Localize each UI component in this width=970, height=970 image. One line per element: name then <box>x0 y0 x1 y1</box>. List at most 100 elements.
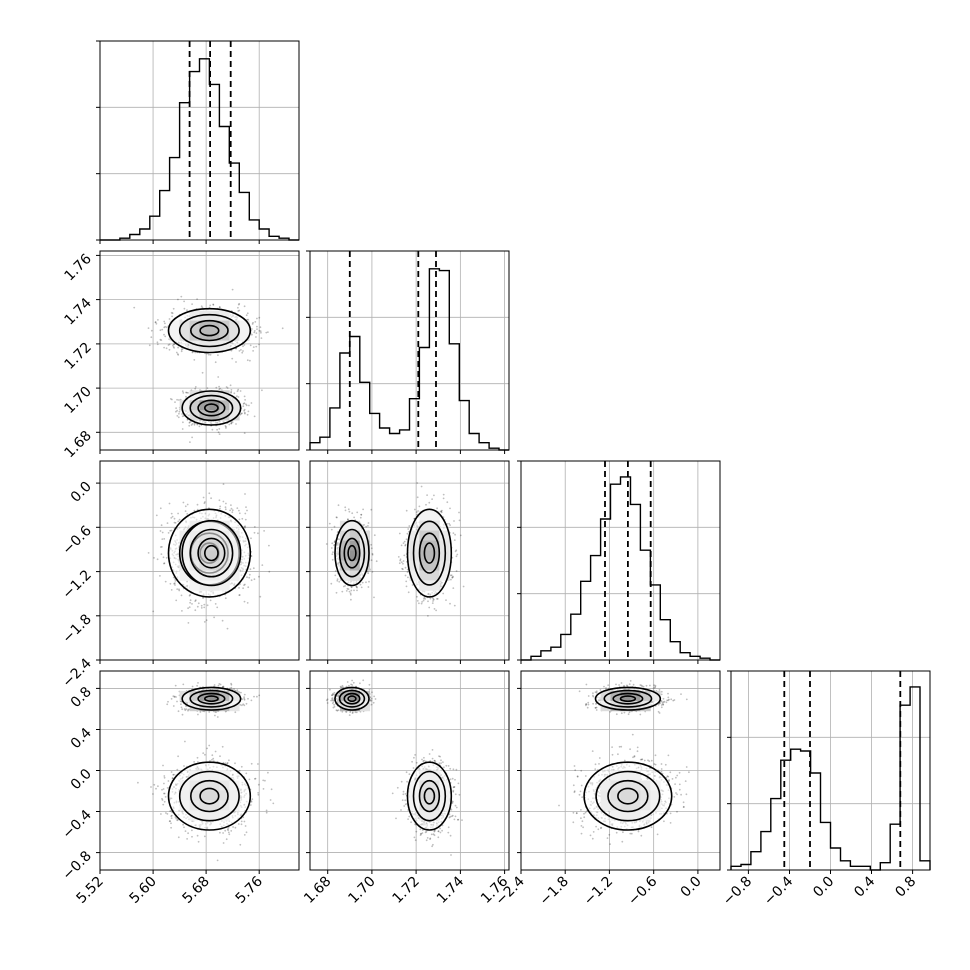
sample-point <box>411 584 414 586</box>
sample-point <box>197 602 200 605</box>
sample-point <box>440 511 443 514</box>
sample-point <box>251 333 253 336</box>
sample-point <box>164 335 167 338</box>
sample-point <box>201 306 204 309</box>
scatter-panel-1-2 <box>309 460 510 661</box>
sample-point <box>194 599 197 602</box>
sample-point <box>231 288 234 291</box>
sample-point <box>237 310 240 312</box>
sample-point <box>368 580 370 583</box>
sample-point <box>218 433 221 435</box>
sample-point <box>189 599 192 602</box>
sample-point <box>236 390 239 393</box>
sample-point <box>218 428 221 430</box>
sample-point <box>173 347 176 349</box>
sample-point <box>249 568 252 571</box>
sample-point <box>161 538 164 540</box>
sample-point <box>171 515 174 518</box>
sample-point <box>240 412 243 415</box>
sample-point <box>177 346 180 349</box>
sample-point <box>163 346 166 349</box>
sample-point <box>148 344 151 347</box>
sample-point <box>204 501 206 503</box>
sample-point <box>190 424 193 426</box>
sample-point <box>219 387 222 390</box>
sample-point <box>167 532 170 534</box>
sample-point <box>436 598 438 600</box>
sample-point <box>224 425 227 427</box>
sample-point <box>177 298 179 301</box>
sample-point <box>241 412 243 415</box>
sample-point <box>183 307 186 310</box>
sample-point <box>198 425 201 428</box>
sample-point <box>251 323 254 325</box>
sample-point <box>371 553 374 556</box>
sample-point <box>247 318 250 321</box>
sample-point <box>243 409 246 412</box>
sample-point <box>187 392 189 394</box>
sample-point <box>246 413 249 416</box>
sample-point <box>243 344 246 346</box>
sample-point <box>188 606 191 608</box>
sample-point <box>256 328 258 330</box>
sample-point <box>235 423 237 425</box>
contour-line <box>199 324 220 337</box>
sample-point <box>253 578 256 581</box>
sample-point <box>203 621 206 623</box>
sample-point <box>186 418 189 421</box>
sample-point <box>185 395 187 398</box>
sample-point <box>208 353 210 356</box>
sample-point <box>212 303 215 306</box>
sample-point <box>245 403 247 406</box>
sample-point <box>159 329 162 332</box>
sample-point <box>365 581 367 584</box>
sample-point <box>193 423 196 426</box>
sample-point <box>170 529 173 532</box>
sample-point <box>208 492 211 495</box>
sample-point <box>237 396 240 398</box>
sample-point <box>170 589 173 591</box>
scatter-panel-0-1 <box>99 250 300 451</box>
sample-point <box>258 329 261 332</box>
sample-point <box>240 349 242 351</box>
sample-point <box>244 493 246 495</box>
sample-point <box>155 322 158 325</box>
sample-point <box>348 590 351 593</box>
sample-point <box>150 336 153 339</box>
sample-point <box>194 386 197 388</box>
sample-point <box>206 604 209 607</box>
sample-point <box>336 516 338 519</box>
sample-point <box>193 509 196 512</box>
sample-point <box>152 610 155 613</box>
sample-point <box>173 517 176 520</box>
sample-point <box>250 328 253 330</box>
sample-point <box>162 556 165 559</box>
sample-point <box>236 395 238 398</box>
sample-point <box>216 606 219 609</box>
sample-point <box>243 305 246 308</box>
sample-point <box>174 580 177 582</box>
sample-point <box>187 607 190 610</box>
contour-line <box>197 537 226 569</box>
sample-point <box>332 551 334 554</box>
sample-point <box>242 405 245 408</box>
sample-point <box>159 338 162 341</box>
sample-point <box>176 398 179 401</box>
sample-point <box>209 353 212 356</box>
sample-point <box>225 386 228 388</box>
sample-point <box>177 416 180 419</box>
sample-point <box>214 361 217 364</box>
sample-point <box>181 390 184 393</box>
sample-point <box>189 441 191 443</box>
sample-point <box>186 309 188 312</box>
contour-line <box>178 313 240 348</box>
sample-point <box>413 508 416 511</box>
sample-point <box>178 518 181 521</box>
sample-point <box>178 412 180 415</box>
sample-point <box>163 326 166 329</box>
panel-frame <box>99 460 300 661</box>
sample-point <box>257 532 259 535</box>
sample-point <box>250 579 253 582</box>
sample-point <box>255 336 257 338</box>
sample-point <box>433 494 435 497</box>
